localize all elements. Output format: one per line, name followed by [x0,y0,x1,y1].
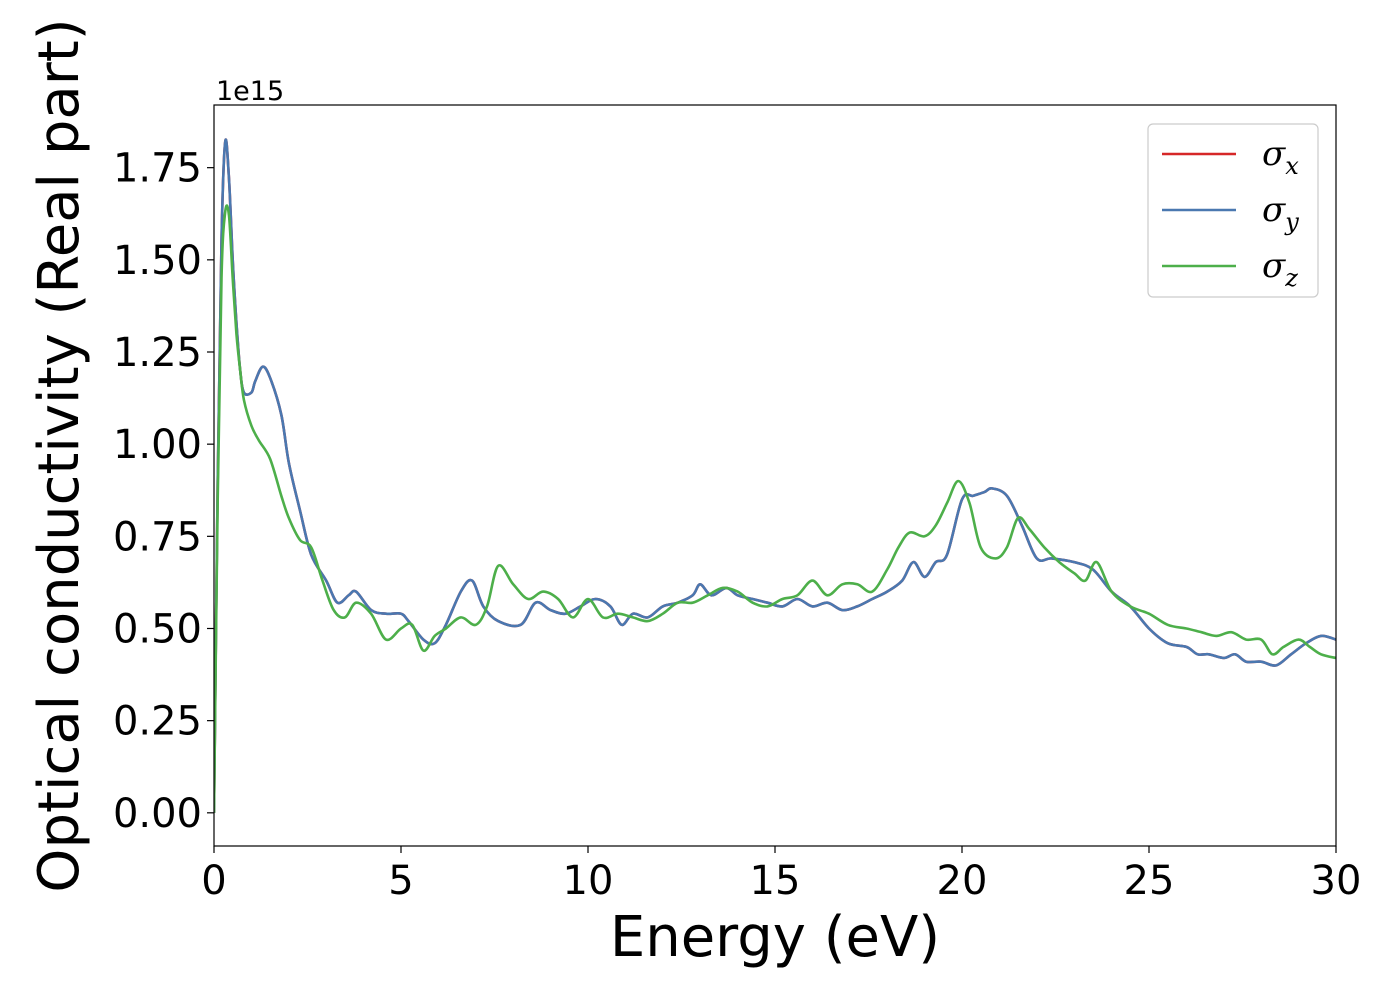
x-axis: 0 5 10 15 20 25 30 [201,846,1361,904]
x-axis-label: Energy (eV) [610,905,940,970]
legend-label-sigma-z: σz [1262,246,1298,292]
y-tick-label: 0.50 [113,606,202,652]
y-axis: 0.00 0.25 0.50 0.75 1.00 1.25 1.50 1.75 [113,146,214,837]
y-tick-label: 0.25 [113,699,202,745]
y-tick-label: 1.25 [113,330,202,376]
x-tick-label: 0 [201,858,226,904]
y-tick-label: 0.00 [113,791,202,837]
x-tick-label: 5 [388,858,413,904]
legend: σx σy σz [1147,123,1319,298]
x-tick-label: 20 [937,858,988,904]
y-axis-offset-label: 1e15 [216,76,284,107]
x-tick-label: 10 [563,858,614,904]
x-tick-label: 30 [1311,858,1362,904]
series-line-sigma-z [214,204,1336,813]
y-tick-label: 1.75 [113,146,202,192]
y-tick-label: 1.00 [113,422,202,468]
y-tick-label: 0.75 [113,514,202,560]
legend-label-sigma-y: σy [1262,190,1299,236]
x-tick-label: 15 [750,858,801,904]
y-axis-label: Optical conductivity (Real part) [27,18,92,892]
legend-label-sigma-x: σx [1262,134,1299,180]
series-layer [214,138,1336,813]
y-tick-label: 1.50 [113,238,202,284]
x-tick-label: 25 [1124,858,1175,904]
